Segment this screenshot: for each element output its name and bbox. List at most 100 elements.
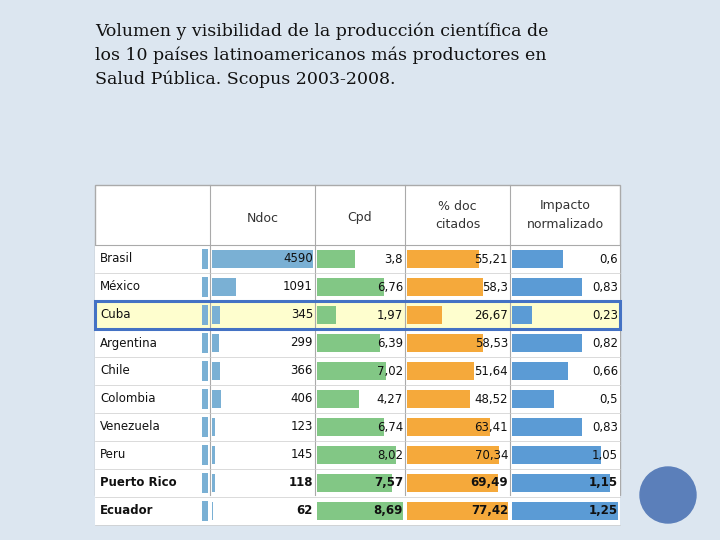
Text: 0,82: 0,82 <box>592 336 618 349</box>
Text: Impacto: Impacto <box>539 199 590 213</box>
Text: Ecuador: Ecuador <box>100 504 153 517</box>
Text: 8,69: 8,69 <box>374 504 403 517</box>
Bar <box>512 390 554 408</box>
Text: 70,34: 70,34 <box>474 449 508 462</box>
Bar <box>202 417 208 437</box>
Text: 1,97: 1,97 <box>377 308 403 321</box>
Bar <box>317 278 384 296</box>
Bar <box>202 249 208 269</box>
Text: 1,15: 1,15 <box>589 476 618 489</box>
Bar <box>202 361 208 381</box>
Text: 1091: 1091 <box>283 280 313 294</box>
Text: 55,21: 55,21 <box>474 253 508 266</box>
Bar <box>212 306 220 324</box>
Text: Brasil: Brasil <box>100 253 133 266</box>
Text: 0,5: 0,5 <box>600 393 618 406</box>
Text: 0,23: 0,23 <box>592 308 618 321</box>
Bar <box>95 273 620 301</box>
Bar <box>212 418 215 436</box>
Bar <box>512 306 531 324</box>
Bar <box>512 362 568 380</box>
Text: 77,42: 77,42 <box>471 504 508 517</box>
Text: 58,3: 58,3 <box>482 280 508 294</box>
Bar <box>95 357 620 385</box>
Bar <box>407 306 442 324</box>
Bar <box>95 413 620 441</box>
Text: 51,64: 51,64 <box>474 364 508 377</box>
Bar <box>407 446 499 464</box>
Bar <box>95 329 620 357</box>
Text: Chile: Chile <box>100 364 130 377</box>
Bar <box>95 385 620 413</box>
Bar <box>202 333 208 353</box>
Text: 366: 366 <box>291 364 313 377</box>
Bar <box>95 469 620 497</box>
Bar <box>95 245 620 273</box>
Text: Argentina: Argentina <box>100 336 158 349</box>
Text: 118: 118 <box>289 476 313 489</box>
Text: Venezuela: Venezuela <box>100 421 161 434</box>
Text: 6,76: 6,76 <box>377 280 403 294</box>
Bar <box>317 418 384 436</box>
Text: Cuba: Cuba <box>100 308 130 321</box>
Text: 4590: 4590 <box>283 253 313 266</box>
Bar <box>317 334 380 352</box>
Bar <box>202 305 208 325</box>
Bar <box>95 441 620 469</box>
Text: Peru: Peru <box>100 449 127 462</box>
Bar <box>512 446 601 464</box>
Text: 62: 62 <box>297 504 313 517</box>
Bar <box>212 446 215 464</box>
Text: Volumen y visibilidad de la producción científica de
los 10 países latinoamerica: Volumen y visibilidad de la producción c… <box>95 22 549 88</box>
Text: 69,49: 69,49 <box>470 476 508 489</box>
Bar <box>407 278 483 296</box>
Text: 145: 145 <box>291 449 313 462</box>
Bar <box>512 502 618 520</box>
Bar <box>407 474 498 492</box>
Bar <box>202 501 208 521</box>
Text: % doc: % doc <box>438 199 477 213</box>
Text: 0,83: 0,83 <box>592 421 618 434</box>
Bar <box>317 502 403 520</box>
Bar <box>407 334 483 352</box>
Text: 48,52: 48,52 <box>474 393 508 406</box>
Bar <box>407 502 508 520</box>
Text: 6,74: 6,74 <box>377 421 403 434</box>
Text: México: México <box>100 280 141 294</box>
Text: Cpd: Cpd <box>348 212 372 225</box>
Bar <box>212 474 215 492</box>
Bar <box>407 390 470 408</box>
Circle shape <box>640 467 696 523</box>
Bar <box>202 445 208 465</box>
Text: 7,57: 7,57 <box>374 476 403 489</box>
Text: 0,6: 0,6 <box>599 253 618 266</box>
Bar <box>202 277 208 297</box>
Bar <box>512 474 610 492</box>
Bar <box>212 390 221 408</box>
Bar <box>95 301 620 329</box>
Text: 26,67: 26,67 <box>474 308 508 321</box>
Text: 1,25: 1,25 <box>589 504 618 517</box>
Text: 63,41: 63,41 <box>474 421 508 434</box>
Bar <box>317 474 392 492</box>
Bar <box>317 390 359 408</box>
Bar <box>512 334 582 352</box>
Bar <box>212 334 219 352</box>
Bar <box>202 389 208 409</box>
Text: 0,83: 0,83 <box>592 280 618 294</box>
Bar <box>95 301 620 329</box>
Text: citados: citados <box>435 218 480 231</box>
Text: Colombia: Colombia <box>100 393 156 406</box>
Bar <box>317 362 387 380</box>
Bar <box>407 362 474 380</box>
Text: 0,66: 0,66 <box>592 364 618 377</box>
Bar <box>407 250 479 268</box>
Bar <box>512 418 582 436</box>
Text: 123: 123 <box>291 421 313 434</box>
Bar <box>202 473 208 493</box>
Bar <box>317 446 397 464</box>
Bar <box>95 497 620 525</box>
Bar <box>212 362 220 380</box>
Bar <box>212 502 213 520</box>
Text: 7,02: 7,02 <box>377 364 403 377</box>
